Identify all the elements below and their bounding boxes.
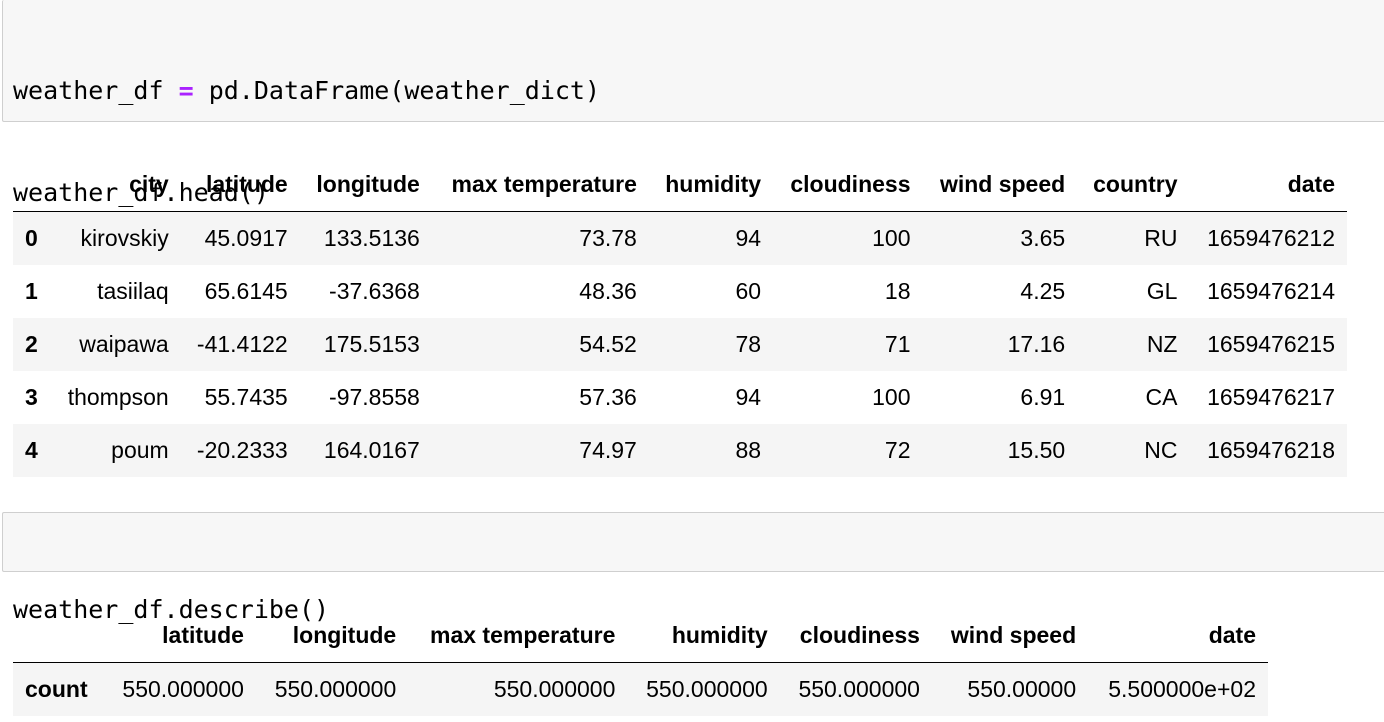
row-index: 0 <box>25 225 38 251</box>
column-header: country <box>1077 157 1190 212</box>
table-cell: 5.500000e+02 <box>1108 676 1256 702</box>
column-header: latitude <box>103 608 256 663</box>
table-cell: NC <box>1144 437 1178 463</box>
table-cell: 550.000000 <box>493 676 616 702</box>
table-row: 0 kirovskiy 45.0917 133.5136 73.78 94 100 3.65 R… <box>13 211 1347 265</box>
table-cell: GL <box>1146 278 1178 304</box>
table-cell: 550.00000 <box>967 676 1077 702</box>
table-cell: 74.97 <box>579 437 637 463</box>
table-cell: 100 <box>872 384 911 410</box>
table-cell: 6.91 <box>1020 384 1066 410</box>
table-cell: tasiilaq <box>97 278 169 304</box>
table-cell: 550.000000 <box>274 676 397 702</box>
column-header: date <box>1088 608 1268 663</box>
row-index: 3 <box>25 384 38 410</box>
table-cell: 60 <box>735 278 762 304</box>
table-row: 4 poum -20.2333 164.0167 74.97 88 72 15.50 NC 165… <box>13 424 1347 477</box>
column-header: humidity <box>648 157 774 212</box>
table-cell: NZ <box>1146 331 1178 357</box>
table-header-row: latitude longitude max temperature humidity… <box>13 608 1268 663</box>
table-row: 2 waipawa -41.4122 175.5153 54.52 78 71 17.16 NZ… <box>13 318 1347 371</box>
column-header: longitude <box>255 608 409 663</box>
describe-output-table: latitude longitude max temperature humidity… <box>13 608 1268 716</box>
table-cell: thompson <box>67 384 169 410</box>
table-row: count 550.000000 550.000000 550.000000 550.0… <box>13 662 1268 716</box>
code-token: weather_df <box>13 76 179 105</box>
table-cell: 54.52 <box>579 331 637 357</box>
table-cell: 94 <box>735 225 762 251</box>
column-header: max temperature <box>408 608 628 663</box>
table-cell: 4.25 <box>1020 278 1066 304</box>
column-header: latitude <box>180 157 300 212</box>
row-index: 2 <box>25 331 38 357</box>
table-cell: 88 <box>735 437 762 463</box>
table-cell: 18 <box>884 278 911 304</box>
table-cell: 1659476215 <box>1207 331 1335 357</box>
table-cell: 57.36 <box>579 384 637 410</box>
code-cell-dataframe[interactable]: weather_df = pd.DataFrame(weather_dict) … <box>2 0 1384 207</box>
index-header <box>13 157 52 212</box>
table-cell: 94 <box>735 384 762 410</box>
column-header: cloudiness <box>779 608 932 663</box>
table-cell: 71 <box>884 331 911 357</box>
table-cell: 175.5153 <box>323 331 420 357</box>
table-cell: -20.2333 <box>196 437 288 463</box>
table-cell: RU <box>1144 225 1178 251</box>
code-cell-describe[interactable]: weather_df.describe() <box>2 512 1384 624</box>
table-cell: 1659476217 <box>1207 384 1335 410</box>
table-cell: 1659476214 <box>1207 278 1335 304</box>
table-cell: -41.4122 <box>196 331 288 357</box>
table-cell: 17.16 <box>1007 331 1066 357</box>
table-cell: 133.5136 <box>323 225 420 251</box>
assign-operator: = <box>178 76 194 105</box>
table-row: 1 tasiilaq 65.6145 -37.6368 48.36 60 18 4.25 GL 1… <box>13 265 1347 318</box>
table-cell: 78 <box>735 331 762 357</box>
row-index: 4 <box>25 437 38 463</box>
table-cell: waipawa <box>79 331 169 357</box>
column-header: cloudiness <box>773 157 923 212</box>
table-cell: poum <box>111 437 169 463</box>
index-header <box>13 608 104 663</box>
table-cell: 3.65 <box>1020 225 1066 251</box>
head-output-table: city latitude longitude max temperature humi… <box>13 157 1347 477</box>
table-cell: 48.36 <box>579 278 637 304</box>
row-index: 1 <box>25 278 38 304</box>
table-cell: 100 <box>872 225 911 251</box>
table-cell: 550.000000 <box>646 676 768 702</box>
row-index: count <box>25 676 88 702</box>
column-header: longitude <box>299 157 432 212</box>
table-cell: -37.6368 <box>329 278 420 304</box>
column-header: date <box>1189 157 1347 212</box>
column-header: max temperature <box>431 157 649 212</box>
table-cell: 550.000000 <box>798 676 920 702</box>
table-row: 3 thompson 55.7435 -97.8558 57.36 94 100 6.91 CA… <box>13 371 1347 424</box>
column-header: city <box>51 157 181 212</box>
table-cell: 1659476218 <box>1207 437 1335 463</box>
table-header-row: city latitude longitude max temperature humi… <box>13 157 1347 212</box>
table-cell: 15.50 <box>1007 437 1066 463</box>
column-header: wind speed <box>931 608 1089 663</box>
code-token: pd.DataFrame(weather_dict) <box>193 76 601 105</box>
table-cell: CA <box>1145 384 1178 410</box>
table-cell: 73.78 <box>579 225 637 251</box>
table-cell: 55.7435 <box>204 384 288 410</box>
table-cell: 164.0167 <box>323 437 420 463</box>
table-cell: 550.000000 <box>122 676 244 702</box>
table-cell: 65.6145 <box>204 278 288 304</box>
column-header: wind speed <box>922 157 1078 212</box>
table-cell: kirovskiy <box>80 225 169 251</box>
table-cell: 45.0917 <box>204 225 288 251</box>
table-cell: -97.8558 <box>329 384 420 410</box>
column-header: humidity <box>627 608 780 663</box>
table-cell: 1659476212 <box>1207 225 1335 251</box>
code-line: weather_df = pd.DataFrame(weather_dict) <box>13 74 1384 108</box>
table-cell: 72 <box>884 437 911 463</box>
